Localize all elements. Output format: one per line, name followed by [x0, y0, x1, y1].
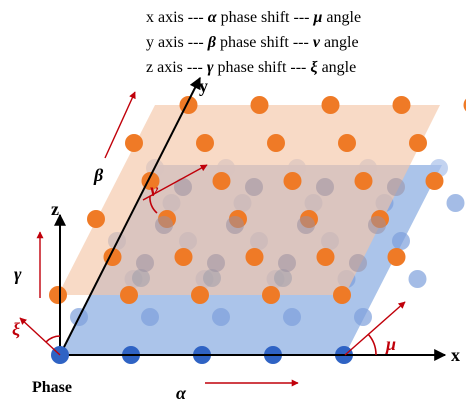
lattice-dot: [333, 286, 351, 304]
lattice-dot: [387, 178, 405, 196]
lattice-dot: [267, 134, 285, 152]
lattice-dot: [174, 178, 192, 196]
beta-arrow: [104, 91, 136, 159]
lattice-dot: [463, 98, 466, 112]
lattice-dot: [409, 134, 427, 152]
lattice-dot: [316, 248, 335, 266]
z-axis-label: z: [51, 199, 59, 219]
lattice-dot: [226, 216, 244, 234]
nu-arrow: [142, 164, 208, 201]
mu-arc: [367, 333, 377, 356]
lattice-dot: [212, 308, 230, 326]
lattice-dot: [354, 172, 373, 190]
lattice-dot: [368, 216, 386, 234]
lattice-dot: [278, 254, 296, 272]
legend-line-y: y axis --- β phase shift --- ν angle: [146, 34, 359, 51]
xi-label: ξ: [12, 319, 20, 340]
mu-arrow: [344, 301, 406, 356]
lattice-dot: [283, 308, 301, 326]
lattice-dot: [316, 178, 334, 196]
lattice-dot: [141, 308, 159, 326]
lattice-dot: [207, 254, 225, 272]
lattice-dot: [387, 248, 406, 266]
orange-dots: [49, 96, 466, 304]
x-axis-label: x: [451, 345, 460, 365]
lattice-dot: [408, 270, 427, 288]
lattice-dot: [212, 172, 231, 190]
axes: [54, 76, 447, 361]
beta-label: β: [93, 165, 104, 185]
lattice-dot: [245, 248, 264, 266]
y-axis-label: y: [199, 76, 208, 96]
lattice-dot: [203, 269, 221, 287]
gamma-label: γ: [14, 264, 22, 284]
lattice-dot: [136, 254, 154, 272]
lattice-dot: [338, 134, 356, 152]
lattice-dot: [132, 269, 150, 287]
lattice-dot: [349, 254, 367, 272]
lattice-dot: [87, 210, 105, 228]
mu-label: μ: [385, 334, 396, 354]
lattice-dot: [49, 286, 67, 304]
legend-line-z: z axis --- γ phase shift --- ξ angle: [146, 59, 356, 76]
nu-label: ν: [150, 180, 159, 200]
lattice-dot: [446, 194, 465, 212]
phase-label: Phase: [32, 379, 72, 396]
xi-arc: [45, 335, 61, 343]
lattice-dot: [191, 286, 209, 304]
xi-arrow: [19, 317, 61, 356]
lattice-dot: [196, 134, 214, 152]
lattice-dot: [250, 96, 269, 114]
lattice-dot: [155, 216, 173, 234]
lattice-dot: [321, 96, 340, 114]
lattice-dot: [354, 308, 372, 326]
legend-line-x: x axis --- α phase shift --- μ angle: [146, 9, 361, 26]
lattice-dot: [125, 134, 143, 152]
lattice-dot: [297, 216, 315, 234]
lattice-dot: [274, 269, 292, 287]
lattice-dot: [425, 172, 444, 190]
y-axis-line: [59, 76, 201, 356]
lattice-dot: [283, 172, 302, 190]
lattice-dot: [262, 286, 280, 304]
lattice-dot: [245, 178, 263, 196]
alpha-label: α: [176, 383, 187, 403]
orange-plane: [58, 105, 440, 295]
lattice-dot: [174, 248, 193, 266]
lattice-dot: [392, 96, 411, 114]
lattice-dot: [120, 286, 138, 304]
nu-arc: [149, 195, 158, 214]
lattice-dot: [392, 232, 410, 250]
legend: x axis --- α phase shift --- μ angle y a…: [146, 9, 361, 76]
